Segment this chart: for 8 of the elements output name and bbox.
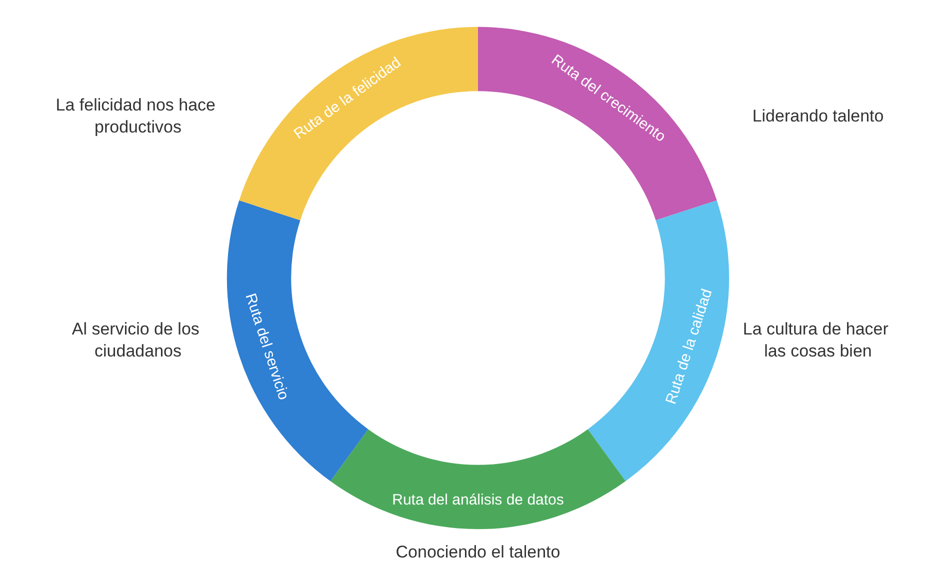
text: Al servicio de los ciudadanos [72,319,204,360]
slice-label: Ruta del análisis de datos [392,492,564,508]
text: Liderando talento [752,106,884,126]
text: La cultura de hacer las cosas bien [742,319,894,360]
text: Conociendo el talento [396,542,560,562]
slice-label: Ruta de la calidad [662,286,716,406]
slice-label: Ruta del servicio [242,291,292,402]
text: La felicidad nos hace productivos [56,96,220,137]
